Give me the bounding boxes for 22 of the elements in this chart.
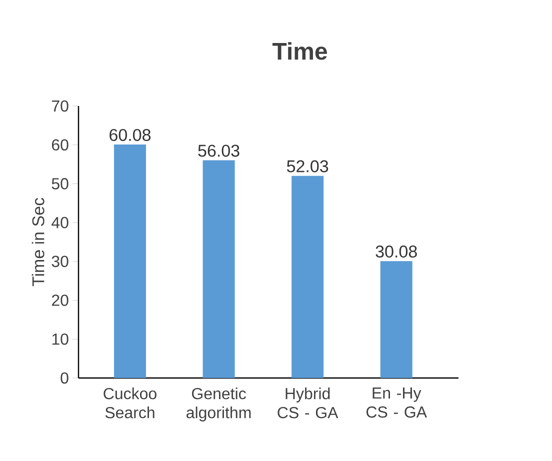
y-tick-label: 60 (52, 139, 68, 151)
bar (292, 176, 324, 378)
data-label: 60.08 (110, 128, 151, 142)
x-tick-label: En -Hy CS - GA (366, 388, 427, 418)
y-tick-label: 50 (52, 178, 68, 190)
data-label: 52.03 (286, 160, 328, 172)
y-tick-label: 70 (52, 100, 68, 112)
y-tick-label: 40 (52, 216, 68, 228)
y-axis-title: Time in Sec (32, 198, 44, 286)
y-tick-label: 10 (52, 333, 68, 345)
x-tick-label: Hybrid CS - GA (278, 388, 338, 418)
data-label: 30.08 (376, 246, 417, 258)
data-label: 56.03 (198, 144, 240, 157)
bar (114, 144, 146, 378)
y-tick-label: 30 (52, 256, 68, 268)
y-tick-label: 20 (52, 294, 68, 306)
y-tick-label: 0 (60, 372, 68, 384)
chart-title: Time (272, 42, 327, 60)
x-tick-label: Genetic algorithm (186, 388, 251, 422)
bar (380, 261, 412, 378)
bar (202, 160, 235, 378)
x-tick-label: Cuckoo Search (104, 388, 156, 418)
